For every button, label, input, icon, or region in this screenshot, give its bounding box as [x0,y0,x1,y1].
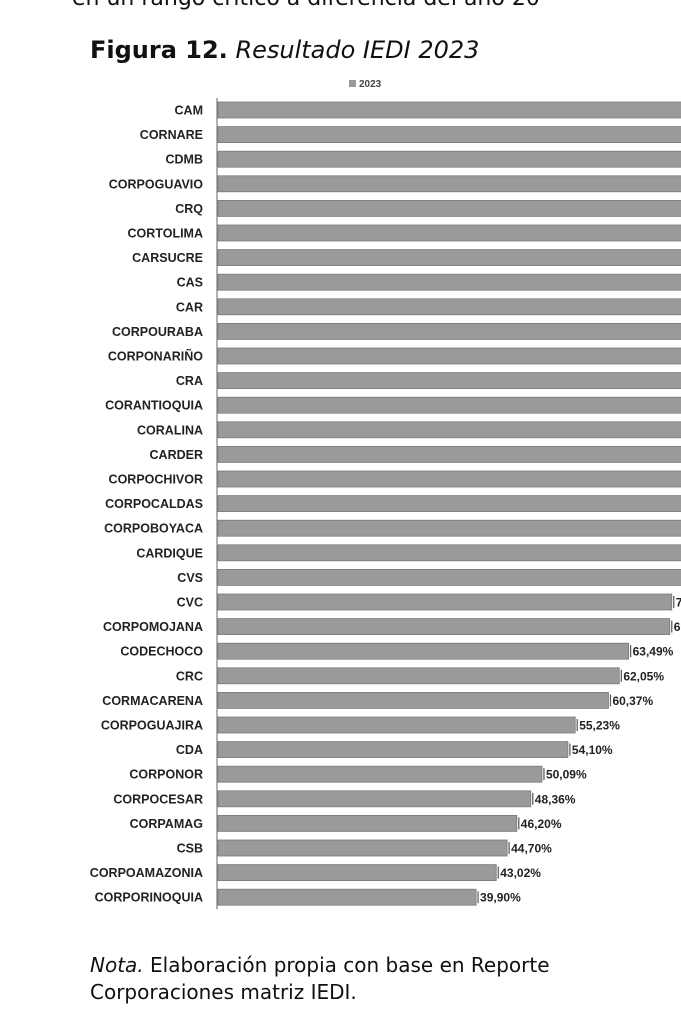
bar [217,642,630,660]
category-label: CAS [177,276,203,290]
category-label: CORPORINOQUIA [95,891,203,905]
figure-number: Figura 12. [90,36,228,64]
bar [217,667,620,685]
value-label: 63,49% [633,645,674,659]
figure-note: Nota. Elaboración propia con base en Rep… [90,952,650,1006]
note-label: Nota. [90,953,144,977]
note-text: Elaboración propia con base en Reporte C… [90,953,550,1004]
category-label: CAR [176,300,203,314]
bar [217,569,681,586]
bar [217,864,497,881]
bar [217,470,681,488]
category-label: CORPOBOYACA [104,522,203,536]
value-label: 55,23% [579,719,620,733]
bar [217,101,681,119]
category-label: CORALINA [137,423,203,437]
figure-title: Figura 12. Resultado IEDI 2023 [90,36,479,64]
bar [217,224,681,242]
bar [217,273,681,291]
category-label: CRQ [175,202,203,216]
category-label: CORPOURABA [112,325,203,339]
bar [217,150,681,168]
bar [217,888,477,906]
category-label: CODECHOCO [120,645,203,659]
category-label: CORMACARENA [102,694,203,708]
bar [217,839,508,857]
category-label: CORTOLIMA [128,227,203,241]
category-label: CORPOGUAVIO [109,177,203,191]
figure-caption: Resultado IEDI 2023 [235,36,480,64]
bar [217,618,671,635]
bar [217,199,681,217]
category-label: CORPOCHIVOR [109,473,203,487]
category-label: CORPOAMAZONIA [90,866,203,880]
category-label: CVC [177,596,203,610]
bar [217,322,681,340]
bar [217,790,532,808]
category-label: CORPAMAG [130,817,203,831]
category-label: CORANTIOQUIA [105,399,203,413]
category-label: CDMB [166,153,204,167]
bar [217,372,681,390]
bar [217,421,681,439]
category-label: CORPOMOJANA [103,620,203,634]
value-label: 69,85% [674,620,681,634]
bar [217,249,681,267]
category-label: CORPONOR [129,768,203,782]
bar [217,815,518,832]
bar [217,741,569,758]
bar [217,396,681,414]
category-label: CARDIQUE [136,546,203,560]
bar [217,765,543,783]
category-label: CORNARE [140,128,203,142]
value-label: 48,36% [535,792,576,806]
value-label: 39,90% [480,891,521,905]
bar [217,347,681,365]
bar [217,445,681,463]
top-text-fragment: en un rango crítico a diferencia del año… [72,0,540,11]
bar [217,298,681,316]
category-label: CORPOCESAR [113,792,203,806]
category-label: CAM [175,104,203,118]
value-label: 46,20% [521,817,562,831]
category-label: CSB [177,842,203,856]
bar [217,175,681,193]
value-label: 70,16% [676,596,681,610]
value-label: 50,09% [546,768,587,782]
value-label: 43,02% [500,866,541,880]
category-label: CDA [176,743,203,757]
bar-chart: 2023CAM96,17%CORNARE94,20%CDMB93,70%CORP… [90,79,681,910]
category-label: CRA [176,374,203,388]
bar [217,692,609,709]
value-label: 54,10% [572,743,613,757]
legend-label: 2023 [359,79,382,90]
bar [217,495,681,513]
category-label: CARSUCRE [132,251,203,265]
bar [217,126,681,143]
category-label: CARDER [150,448,203,462]
bar [217,544,681,562]
category-label: CORPOGUAJIRA [101,719,203,733]
category-label: CRC [176,669,203,683]
category-label: CORPONARIÑO [108,349,203,364]
bar [217,716,576,734]
bar [217,519,681,537]
category-label: CVS [177,571,203,585]
value-label: 44,70% [511,842,552,856]
category-label: CORPOCALDAS [105,497,203,511]
bar [217,593,673,611]
legend-swatch [349,80,356,87]
value-label: 60,37% [612,694,653,708]
value-label: 62,05% [623,669,664,683]
